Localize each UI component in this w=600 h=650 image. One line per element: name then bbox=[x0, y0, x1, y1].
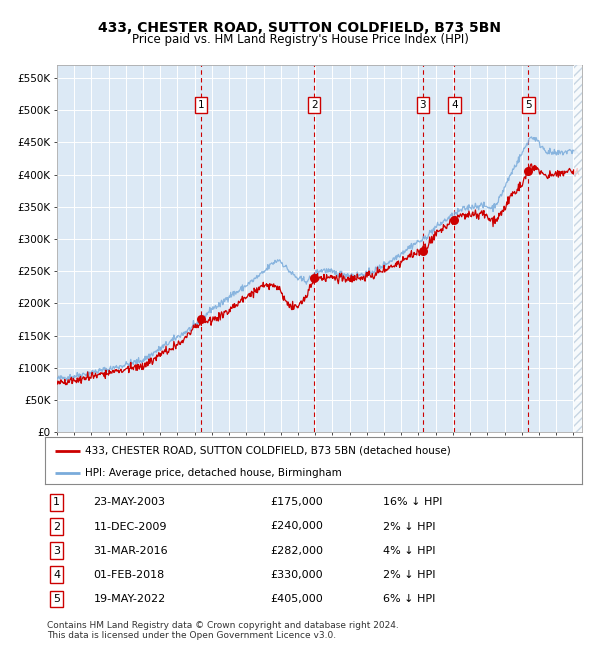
Text: This data is licensed under the Open Government Licence v3.0.: This data is licensed under the Open Gov… bbox=[47, 630, 336, 640]
Text: 3: 3 bbox=[53, 545, 61, 556]
Text: 3: 3 bbox=[419, 100, 426, 110]
Text: 1: 1 bbox=[53, 497, 61, 508]
Text: 16% ↓ HPI: 16% ↓ HPI bbox=[383, 497, 443, 508]
Text: £330,000: £330,000 bbox=[271, 569, 323, 580]
Text: 01-FEB-2018: 01-FEB-2018 bbox=[94, 569, 164, 580]
Text: 433, CHESTER ROAD, SUTTON COLDFIELD, B73 5BN (detached house): 433, CHESTER ROAD, SUTTON COLDFIELD, B73… bbox=[85, 445, 451, 456]
Text: Contains HM Land Registry data © Crown copyright and database right 2024.: Contains HM Land Registry data © Crown c… bbox=[47, 621, 398, 630]
Text: 433, CHESTER ROAD, SUTTON COLDFIELD, B73 5BN: 433, CHESTER ROAD, SUTTON COLDFIELD, B73… bbox=[98, 21, 502, 35]
Text: 5: 5 bbox=[53, 593, 61, 604]
Text: 19-MAY-2022: 19-MAY-2022 bbox=[94, 593, 166, 604]
Text: 6% ↓ HPI: 6% ↓ HPI bbox=[383, 593, 436, 604]
Text: 11-DEC-2009: 11-DEC-2009 bbox=[94, 521, 167, 532]
Text: £240,000: £240,000 bbox=[271, 521, 323, 532]
Text: HPI: Average price, detached house, Birmingham: HPI: Average price, detached house, Birm… bbox=[85, 468, 342, 478]
Text: 1: 1 bbox=[198, 100, 205, 110]
Text: 2% ↓ HPI: 2% ↓ HPI bbox=[383, 569, 436, 580]
Text: £282,000: £282,000 bbox=[271, 545, 323, 556]
Text: 4: 4 bbox=[451, 100, 458, 110]
Text: 4% ↓ HPI: 4% ↓ HPI bbox=[383, 545, 436, 556]
Text: Price paid vs. HM Land Registry's House Price Index (HPI): Price paid vs. HM Land Registry's House … bbox=[131, 32, 469, 46]
Text: £175,000: £175,000 bbox=[271, 497, 323, 508]
Text: 2% ↓ HPI: 2% ↓ HPI bbox=[383, 521, 436, 532]
Text: 4: 4 bbox=[53, 569, 61, 580]
Text: £405,000: £405,000 bbox=[271, 593, 323, 604]
Text: 2: 2 bbox=[311, 100, 317, 110]
Polygon shape bbox=[574, 65, 582, 432]
Text: 31-MAR-2016: 31-MAR-2016 bbox=[94, 545, 168, 556]
Text: 2: 2 bbox=[53, 521, 61, 532]
Text: 23-MAY-2003: 23-MAY-2003 bbox=[94, 497, 166, 508]
Text: 5: 5 bbox=[525, 100, 532, 110]
